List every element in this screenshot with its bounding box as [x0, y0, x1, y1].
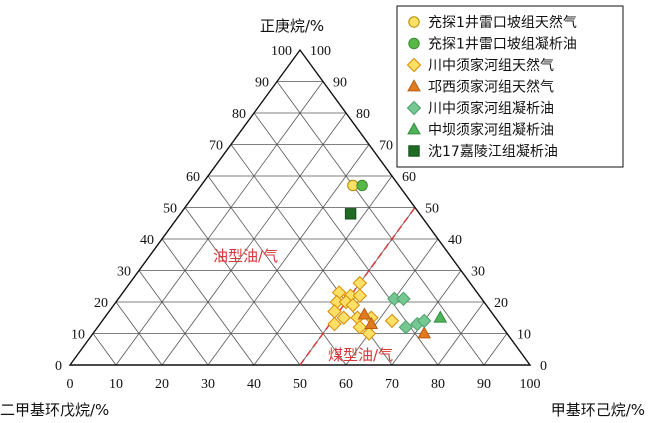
tick-right-50: 50 [425, 202, 439, 217]
point-series-4-2 [398, 319, 414, 335]
zone-label-coal-type: 煤型油/气 [328, 346, 393, 364]
point-series-3-0 [357, 307, 372, 320]
series-3 [357, 307, 432, 339]
tick-bottom-40: 40 [247, 377, 261, 392]
point-series-3-2 [417, 326, 432, 339]
tick-left-30: 30 [117, 265, 131, 280]
tick-bottom-100: 100 [520, 377, 541, 392]
left-axis-title: 二甲基环戊烷/% [0, 401, 109, 419]
tick-left-90: 90 [255, 76, 269, 91]
point-series-2-3 [352, 288, 368, 303]
grid-line-dmcp-90 [92, 333, 117, 366]
tick-bottom-60: 60 [339, 377, 353, 392]
legend-marker-5 [407, 122, 421, 135]
legend-label-1: 充探1井雷口坡组凝析油 [428, 37, 577, 53]
tick-right-30: 30 [471, 265, 485, 280]
grid-line-dmcp-70 [138, 270, 209, 366]
series-1 [356, 179, 368, 192]
tick-left-40: 40 [140, 233, 154, 248]
legend-label-0: 充探1井雷口坡组天然气 [428, 14, 577, 31]
point-series-2-12 [352, 319, 368, 335]
legend-marker-2 [406, 57, 422, 73]
legend-marker-1 [408, 37, 420, 50]
point-series-3-1 [364, 316, 379, 329]
tick-bottom-50: 50 [293, 377, 307, 392]
series-6 [344, 208, 357, 220]
legend-marker-6 [408, 145, 420, 157]
tick-right-0: 0 [540, 359, 547, 374]
grid-line-mch-30 [207, 144, 370, 366]
tick-left-10: 10 [71, 328, 85, 343]
legend-marker-0 [408, 16, 420, 28]
legend-label-6: 沈17嘉陵江组凝析油 [428, 144, 558, 160]
series-4 [387, 291, 432, 335]
grid-line-mch-90 [483, 333, 508, 366]
tick-right-20: 20 [494, 296, 508, 311]
tick-right-90: 90 [333, 76, 347, 91]
point-series-2-8 [336, 310, 351, 325]
grid-line-dmcp-50 [184, 207, 301, 366]
tick-left-0: 0 [55, 359, 62, 374]
axis-titles: 正庚烷/% 二甲基环戊烷/% 甲基环己烷/% [0, 17, 645, 419]
tick-right-60: 60 [402, 170, 416, 185]
point-series-2-0 [352, 275, 368, 291]
data-points [327, 179, 448, 341]
tick-bottom-10: 10 [109, 377, 123, 392]
point-series-6-0 [344, 208, 357, 220]
top-axis-title: 正庚烷/% [260, 17, 324, 35]
point-series-2-14 [384, 313, 400, 329]
point-series-2-6 [345, 297, 361, 313]
legend-marker-4 [406, 100, 422, 116]
point-series-4-4 [416, 313, 432, 329]
point-series-5-0 [433, 310, 448, 323]
legend-marker-3 [407, 79, 421, 92]
tick-left-60: 60 [186, 170, 200, 185]
right-axis-title: 甲基环己烷/% [551, 401, 645, 419]
zone-labels: 油型油/气 煤型油/气 [213, 247, 393, 364]
grid-line-dmcp-80 [115, 301, 163, 366]
tick-right-100: 100 [310, 44, 331, 59]
legend-label-4: 川中须家河组凝析油 [428, 100, 554, 117]
tick-bottom-70: 70 [385, 377, 399, 392]
series-5 [433, 310, 448, 323]
tick-bottom-80: 80 [431, 377, 445, 392]
legend: 充探1井雷口坡组天然气充探1井雷口坡组凝析油川中须家河组天然气邛西须家河组天然气… [396, 5, 624, 168]
point-series-1-0 [356, 179, 368, 192]
series-2 [327, 275, 400, 341]
legend-box [396, 5, 624, 168]
tick-left-70: 70 [209, 139, 223, 154]
tick-left-50: 50 [163, 202, 177, 217]
tick-bottom-20: 20 [155, 377, 169, 392]
point-series-4-1 [396, 291, 411, 307]
grid-line-mch-10 [115, 81, 324, 366]
legend-label-2: 川中须家河组天然气 [428, 57, 554, 74]
zone-label-oil-type: 油型油/气 [213, 247, 278, 265]
tick-left-20: 20 [94, 296, 108, 311]
tick-bottom-90: 90 [477, 377, 491, 392]
grid-line-dmcp-10 [276, 81, 485, 366]
tick-right-40: 40 [448, 233, 462, 248]
tick-bottom-30: 30 [201, 377, 215, 392]
tick-labels: 0 10 20 30 40 50 60 70 80 90 100010203040506070809… [55, 44, 547, 392]
tick-left-80: 80 [232, 107, 246, 122]
grid-line-dmcp-60 [161, 238, 255, 366]
grid-line-mch-80 [437, 301, 485, 366]
legend-label-3: 邛西须家河组天然气 [428, 79, 554, 96]
point-series-2-13 [361, 326, 377, 341]
tick-right-70: 70 [379, 139, 393, 154]
tick-left-100: 100 [271, 44, 292, 59]
legend-label-5: 中坝须家河组凝析油 [428, 122, 554, 139]
point-series-2-9 [327, 316, 342, 332]
tick-right-80: 80 [356, 107, 370, 122]
tick-right-10: 10 [517, 328, 531, 343]
tick-bottom-0: 0 [67, 377, 74, 392]
